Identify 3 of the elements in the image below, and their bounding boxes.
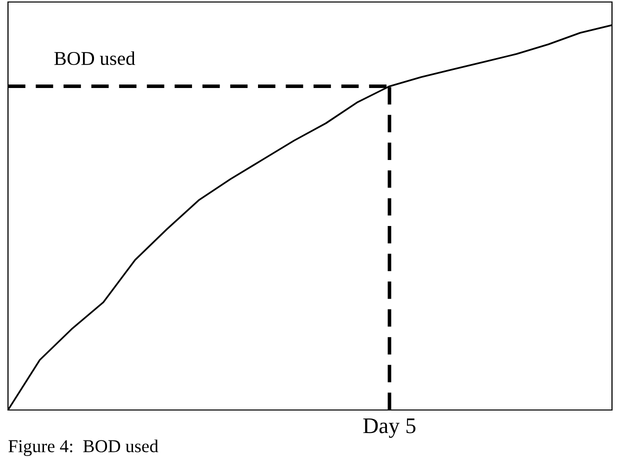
text: Day 5 [363,418,416,438]
ref-line-label: BOD used [54,51,136,66]
caption: Figure 4: BOD used [8,440,158,456]
